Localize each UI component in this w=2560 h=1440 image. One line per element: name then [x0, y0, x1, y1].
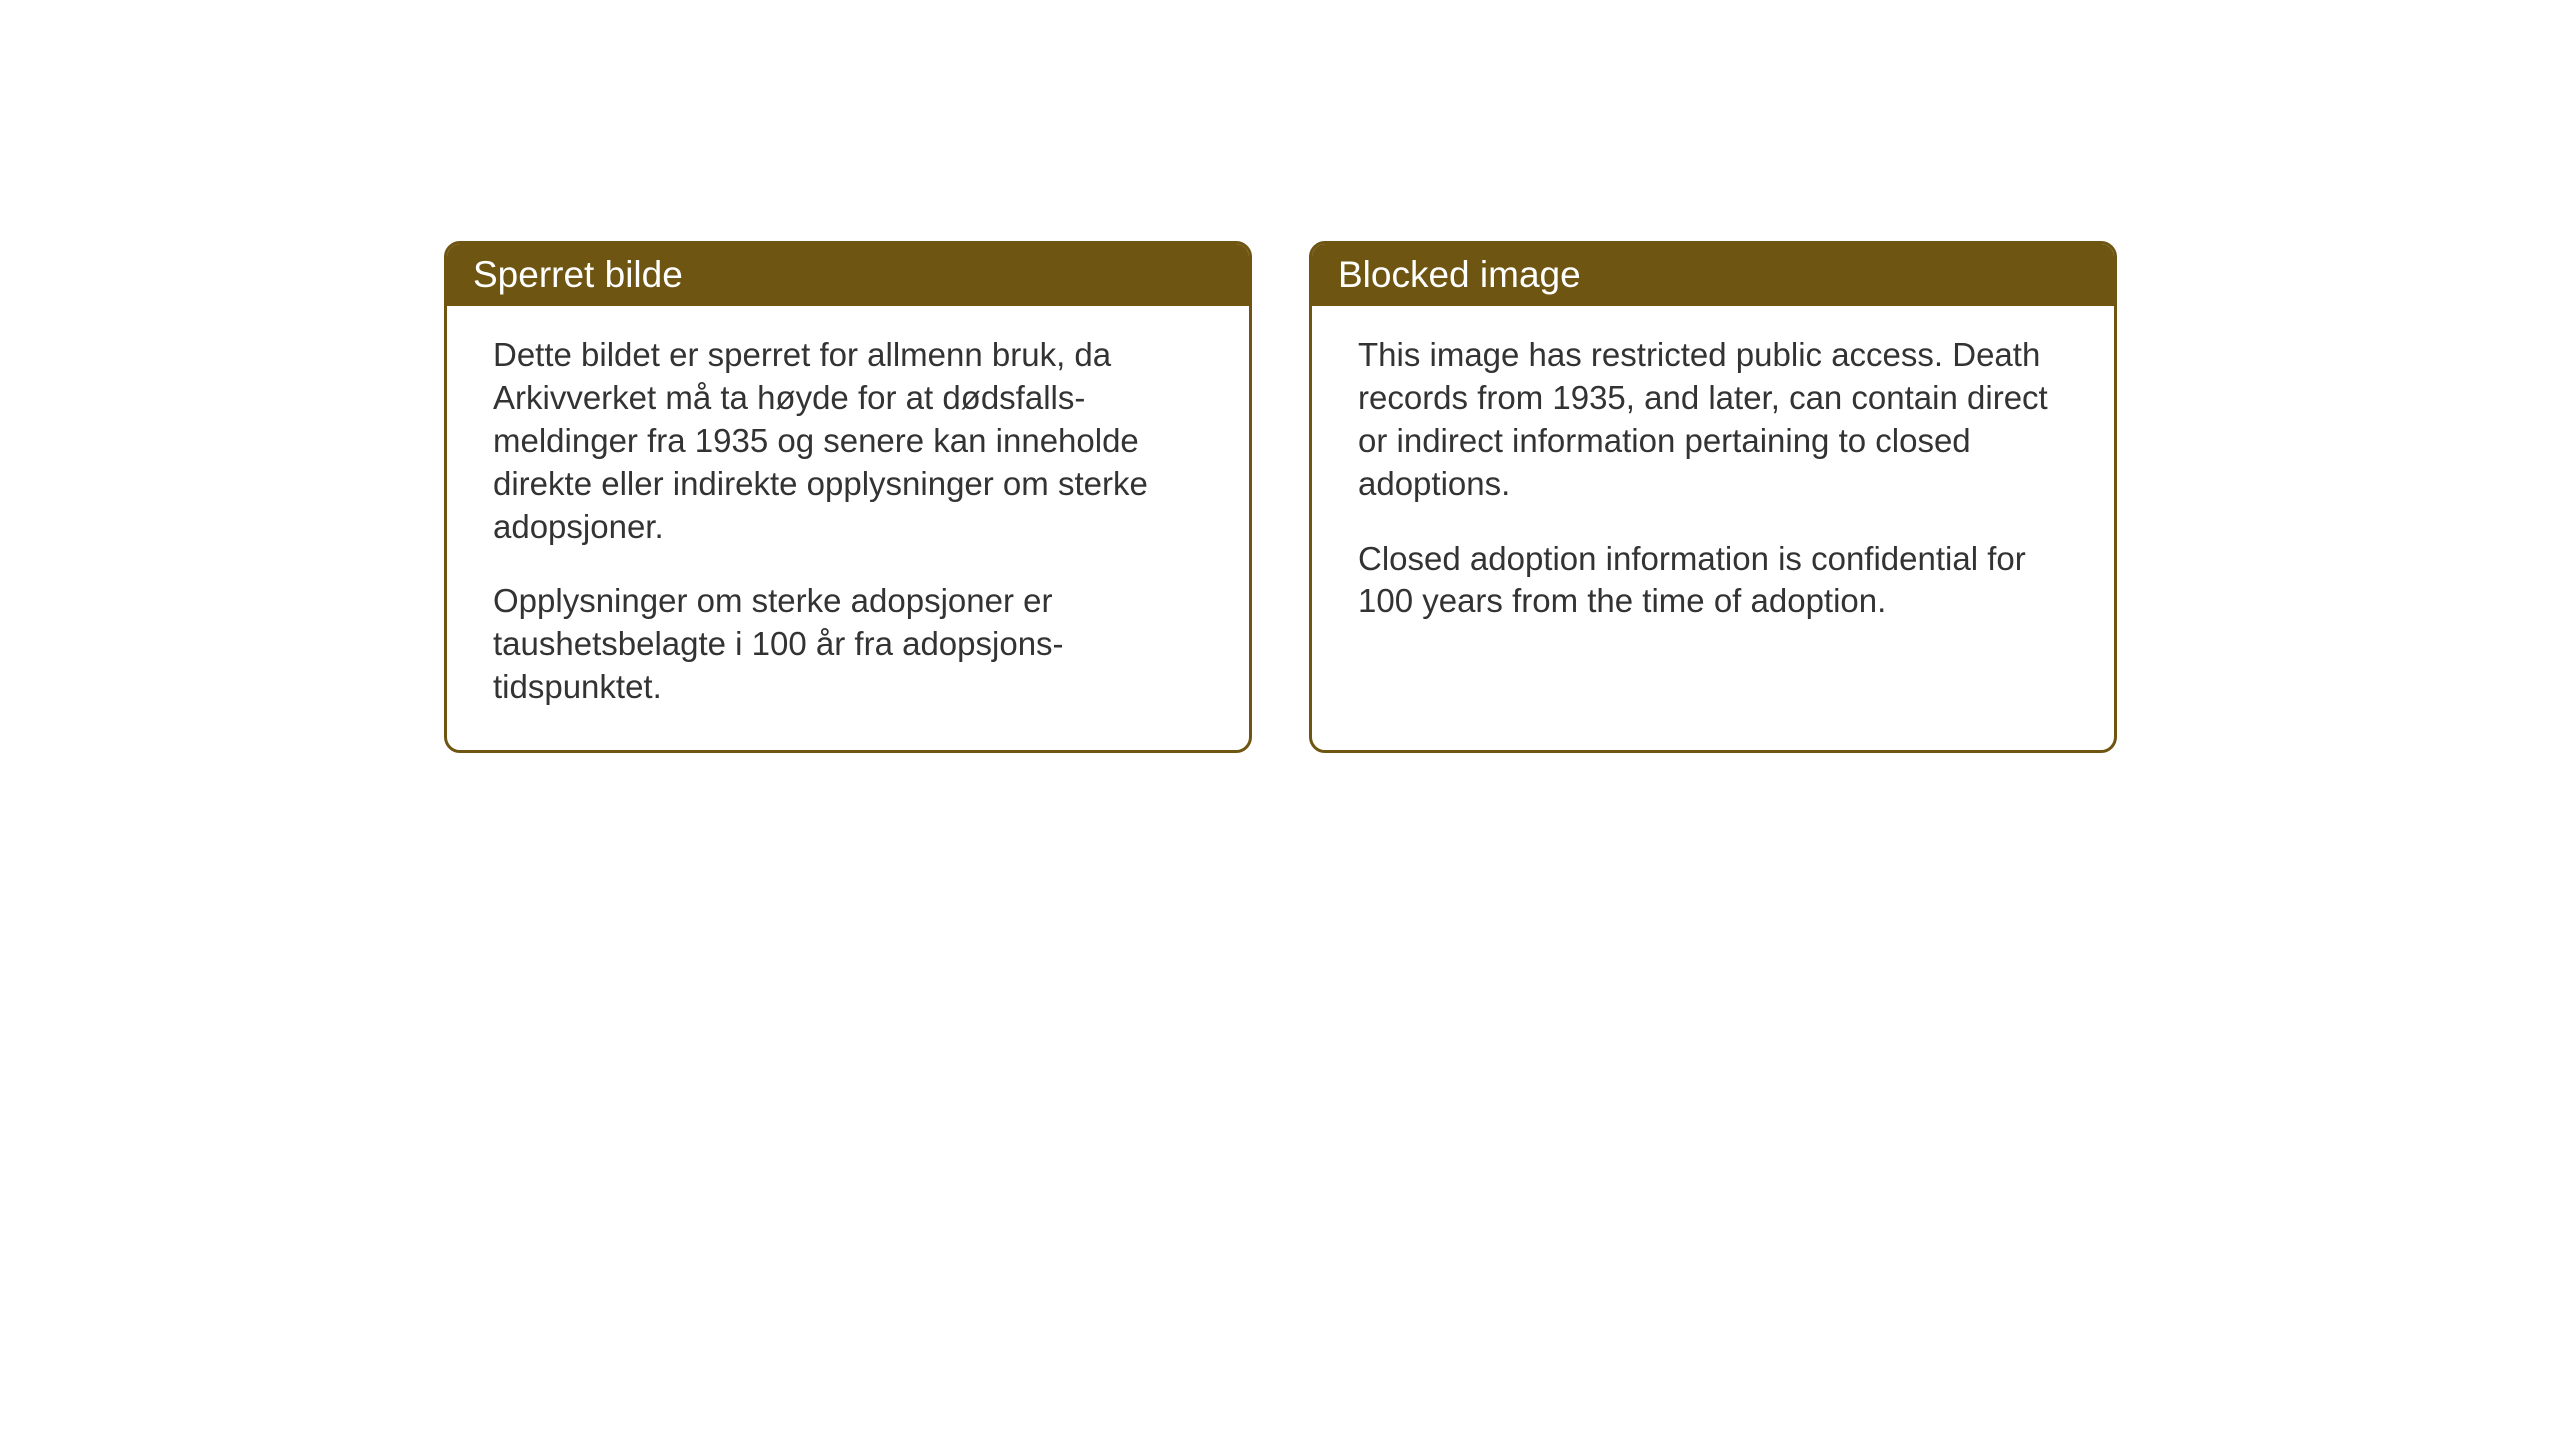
notice-container: Sperret bilde Dette bildet er sperret fo… [444, 241, 2117, 753]
notice-body-norwegian: Dette bildet er sperret for allmenn bruk… [447, 306, 1249, 747]
notice-box-norwegian: Sperret bilde Dette bildet er sperret fo… [444, 241, 1252, 753]
notice-body-english: This image has restricted public access.… [1312, 306, 2114, 661]
notice-header-english: Blocked image [1312, 244, 2114, 306]
notice-paragraph-2-english: Closed adoption information is confident… [1358, 538, 2068, 624]
notice-paragraph-2-norwegian: Opplysninger om sterke adopsjoner er tau… [493, 580, 1203, 709]
notice-title-norwegian: Sperret bilde [473, 254, 683, 295]
notice-title-english: Blocked image [1338, 254, 1581, 295]
notice-paragraph-1-english: This image has restricted public access.… [1358, 334, 2068, 506]
notice-header-norwegian: Sperret bilde [447, 244, 1249, 306]
notice-paragraph-1-norwegian: Dette bildet er sperret for allmenn bruk… [493, 334, 1203, 548]
notice-box-english: Blocked image This image has restricted … [1309, 241, 2117, 753]
